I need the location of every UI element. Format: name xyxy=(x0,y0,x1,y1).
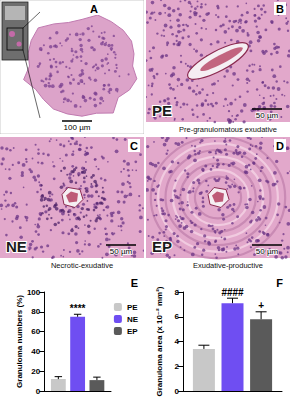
svg-text:8: 8 xyxy=(175,288,180,297)
svg-text:100 µm: 100 µm xyxy=(64,123,91,132)
svg-text:NE: NE xyxy=(6,238,27,255)
svg-text:EP: EP xyxy=(152,238,172,255)
svg-text:####: #### xyxy=(221,287,244,298)
svg-text:+: + xyxy=(258,300,264,311)
svg-text:100: 100 xyxy=(27,288,41,297)
svg-text:PE: PE xyxy=(152,102,172,119)
svg-text:4: 4 xyxy=(175,337,180,346)
svg-text:C: C xyxy=(130,140,138,152)
svg-text:Pre-granulomatous exudative: Pre-granulomatous exudative xyxy=(179,125,277,134)
svg-text:50 µm: 50 µm xyxy=(256,111,279,120)
svg-text:B: B xyxy=(276,3,284,15)
svg-text:20: 20 xyxy=(31,367,40,376)
svg-text:F: F xyxy=(276,277,283,289)
svg-text:E: E xyxy=(131,277,138,289)
svg-text:D: D xyxy=(276,140,284,152)
svg-text:Granuloma area (x 10⁻² mm²): Granuloma area (x 10⁻² mm²) xyxy=(155,286,164,396)
svg-text:40: 40 xyxy=(31,347,40,356)
svg-text:6: 6 xyxy=(175,312,180,321)
svg-text:50 µm: 50 µm xyxy=(256,247,279,256)
svg-text:0: 0 xyxy=(36,387,41,396)
svg-text:****: **** xyxy=(70,303,86,314)
svg-text:50 µm: 50 µm xyxy=(110,247,133,256)
svg-text:Granuloma numbers (%): Granuloma numbers (%) xyxy=(15,295,24,388)
svg-text:80: 80 xyxy=(31,307,40,316)
svg-text:60: 60 xyxy=(31,327,40,336)
svg-text:2: 2 xyxy=(175,362,180,371)
svg-text:Exudative-productive: Exudative-productive xyxy=(193,261,263,270)
svg-text:PE: PE xyxy=(127,303,138,312)
svg-text:EP: EP xyxy=(127,327,138,336)
svg-text:0: 0 xyxy=(175,387,180,396)
svg-text:A: A xyxy=(90,3,98,15)
svg-text:NE: NE xyxy=(127,315,139,324)
svg-text:Necrotic-exudative: Necrotic-exudative xyxy=(51,261,113,270)
